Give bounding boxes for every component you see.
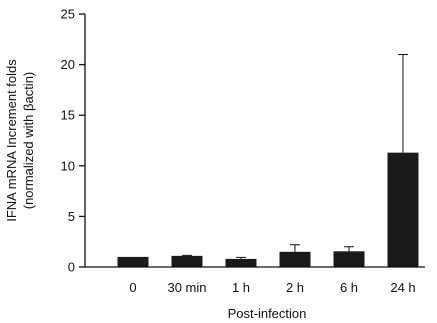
bar [387, 152, 419, 267]
y-tick-label: 15 [61, 108, 75, 123]
y-tick-label: 5 [68, 209, 75, 224]
x-axis-title: Post-infection [228, 306, 307, 321]
x-axis-tick-labels: 0 30 min 1 h 2 h 6 h 24 h [129, 280, 415, 295]
y-tick-label: 25 [61, 7, 75, 22]
y-tick-label: 10 [61, 158, 75, 173]
error-bars [182, 53, 408, 259]
x-tick-label: 30 min [167, 280, 206, 295]
bar [333, 251, 365, 267]
y-axis-title-line-2: (normalized with βactin) [21, 72, 36, 210]
x-tick-label: 24 h [390, 280, 415, 295]
x-tick-label: 2 h [286, 280, 304, 295]
bar [225, 258, 257, 267]
bar [117, 256, 149, 267]
y-axis-title-line-1: IFNA mRNA Increment folds [4, 59, 19, 222]
x-tick-label: 6 h [340, 280, 358, 295]
x-tick-label: 1 h [232, 280, 250, 295]
bar [279, 251, 311, 267]
bars [117, 152, 419, 267]
y-tick-label: 20 [61, 57, 75, 72]
bar [171, 255, 203, 267]
x-tick-label: 0 [129, 280, 136, 295]
y-axis-ticks: 0 5 10 15 20 25 [61, 7, 85, 275]
y-tick-label: 0 [68, 260, 75, 275]
